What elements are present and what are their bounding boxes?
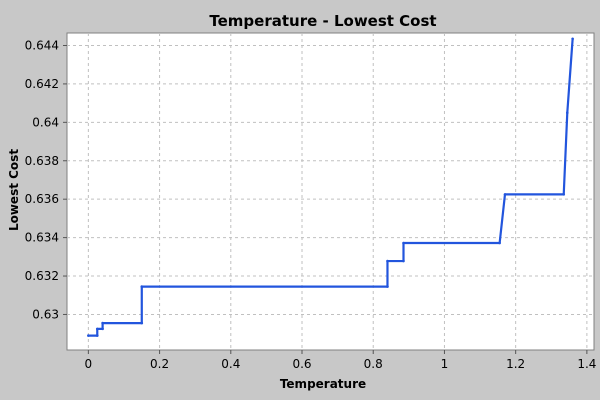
y-tick-label: 0.632: [25, 269, 59, 283]
chart-title: Temperature - Lowest Cost: [209, 12, 436, 30]
y-axis-label: Lowest Cost: [7, 149, 21, 231]
series-layer: [87, 37, 574, 337]
data-point: [503, 193, 507, 196]
data-point: [402, 241, 405, 245]
data-point: [386, 285, 389, 288]
data-point: [101, 327, 104, 331]
data-point: [95, 334, 99, 337]
x-tick-label: 1.4: [577, 357, 596, 371]
data-point: [565, 111, 569, 115]
x-tick-label: 0.6: [292, 357, 311, 371]
y-tick-label: 0.644: [25, 38, 59, 52]
y-tick-label: 0.634: [25, 231, 59, 245]
y-tick-label: 0.638: [25, 154, 59, 168]
series-line: [88, 38, 574, 337]
grid-layer: [67, 33, 594, 350]
x-tick-label: 0.4: [221, 357, 240, 371]
x-tick-label: 0.2: [150, 357, 169, 371]
y-tick-label: 0.642: [25, 77, 59, 91]
tick-layer: 0 0.2 0.4 0.6 0.8 1 1.2 1.4 0.63 0.632 0.634 0.636 0…: [25, 38, 597, 371]
data-point: [140, 285, 144, 288]
data-point: [87, 334, 90, 337]
y-tick-label: 0.636: [25, 192, 59, 206]
data-point: [101, 321, 104, 325]
data-point: [498, 241, 501, 245]
plot-area: [66, 32, 595, 351]
x-tick-label: 1: [441, 357, 449, 371]
data-point: [386, 259, 389, 263]
data-point: [402, 259, 405, 263]
y-tick-label: 0.64: [32, 115, 59, 129]
data-point: [562, 193, 566, 196]
data-point: [571, 37, 574, 41]
x-axis-label: Temperature: [280, 377, 366, 391]
y-tick-label: 0.63: [32, 307, 59, 321]
x-tick-label: 0: [85, 357, 93, 371]
data-point: [95, 327, 99, 331]
data-point: [140, 321, 144, 325]
x-tick-label: 1.2: [506, 357, 525, 371]
x-tick-label: 0.8: [364, 357, 383, 371]
